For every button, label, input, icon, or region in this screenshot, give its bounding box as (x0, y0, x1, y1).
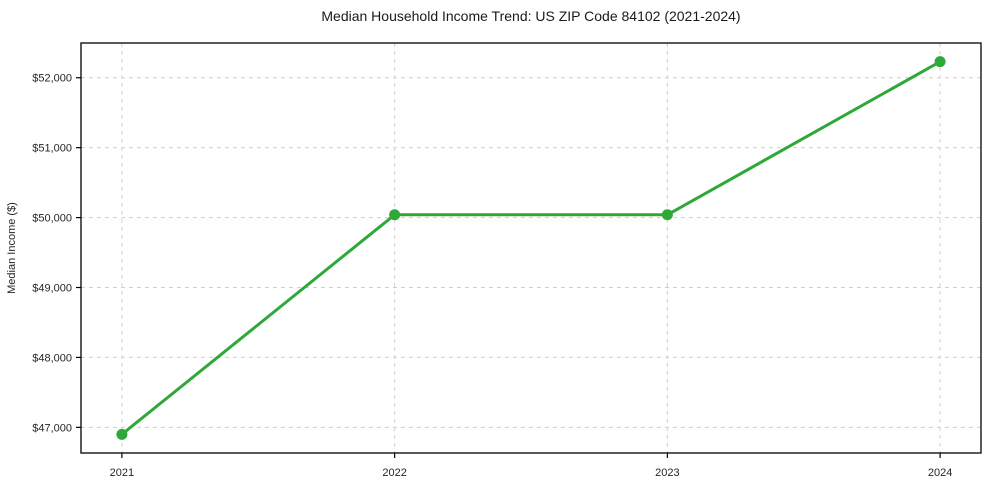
y-tick-label: $49,000 (32, 283, 72, 295)
chart-title: Median Household Income Trend: US ZIP Co… (321, 8, 740, 24)
x-tick-label: 2023 (655, 467, 679, 479)
grid-layer (81, 43, 981, 453)
plot-border (80, 42, 982, 454)
trend-line (120, 60, 942, 436)
data-point-2024 (934, 56, 946, 68)
y-tick-label: $47,000 (32, 422, 72, 434)
y-tick-label: $51,000 (32, 143, 72, 155)
axis-layer (76, 42, 982, 458)
x-tick-label: 2022 (382, 467, 406, 479)
data-point-2023 (661, 209, 673, 221)
x-tick-label: 2021 (110, 467, 134, 479)
y-tick-label: $48,000 (32, 352, 72, 364)
y-tick-label: $50,000 (32, 213, 72, 225)
income-trend-series (116, 56, 946, 440)
tick-label-layer: 2021 2022 2023 2024 $47,000 $48,000 $49,000 $50… (32, 73, 952, 479)
data-point-2021 (116, 428, 128, 440)
x-tick-label: 2024 (928, 467, 952, 479)
y-axis-label: Median Income ($) (6, 202, 18, 294)
data-point-2022 (389, 209, 401, 221)
y-tick-label: $52,000 (32, 73, 72, 85)
